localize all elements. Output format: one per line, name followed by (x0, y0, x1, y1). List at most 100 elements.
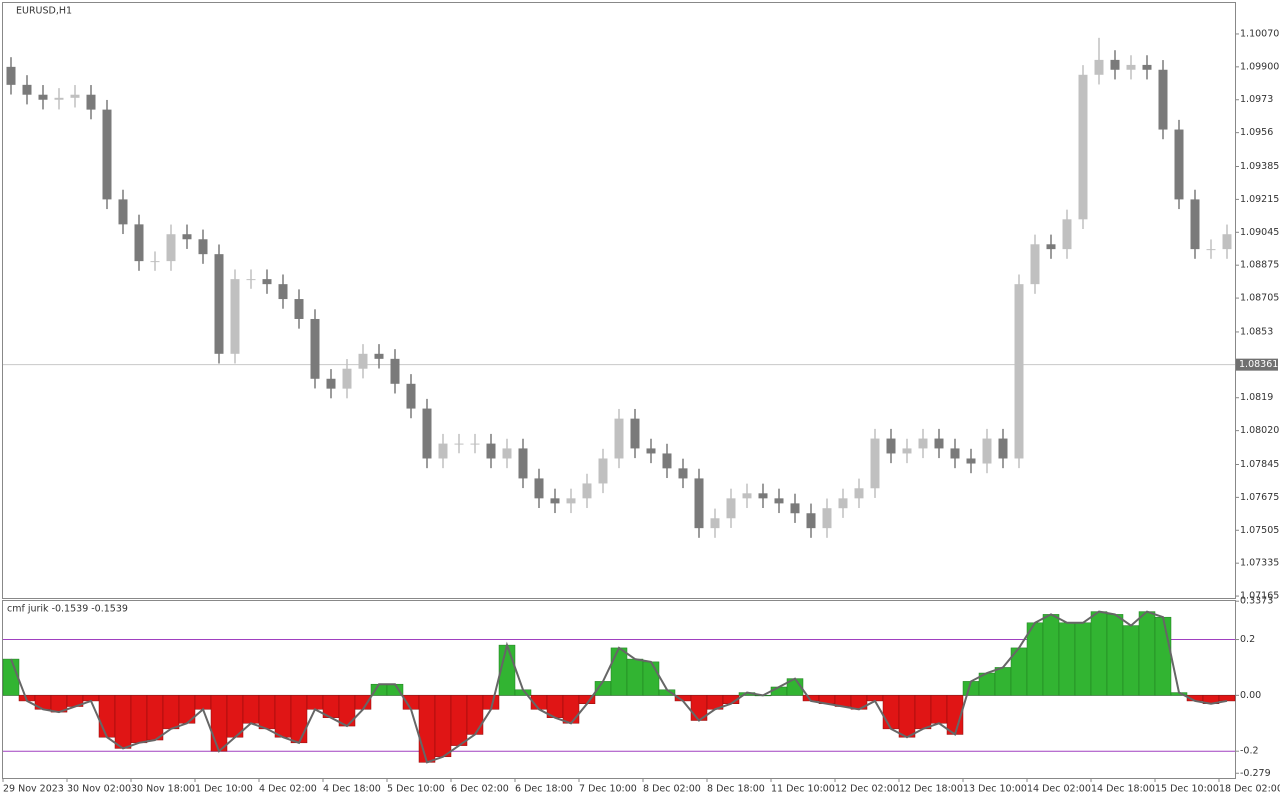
candle-body (598, 458, 608, 484)
candle-body (790, 503, 800, 514)
histogram-bar (146, 695, 164, 741)
histogram-bar (930, 695, 948, 724)
candle-body (998, 438, 1008, 459)
candle-body (70, 94, 80, 98)
y-tick-label: 1.07505 (1240, 525, 1279, 536)
candle-body (934, 438, 944, 449)
main-panel (2, 2, 1236, 599)
histogram-bar (994, 667, 1012, 696)
y-tick-label: 1.10070 (1240, 28, 1279, 39)
candle-body (1142, 64, 1152, 70)
candle-body (86, 94, 96, 110)
candle-body (182, 234, 192, 240)
candle-body (630, 418, 640, 449)
candle-body (726, 498, 736, 519)
histogram-bar (226, 695, 244, 738)
candle-body (422, 408, 432, 459)
y-tick-label: 0.3373 (1240, 596, 1273, 607)
candle-body (582, 483, 592, 499)
histogram-bar (1138, 611, 1156, 696)
histogram-bar (418, 695, 436, 763)
histogram-bar (1154, 616, 1172, 696)
candle-body (278, 284, 288, 300)
y-tick-label: 1.07165 (1240, 591, 1279, 602)
candle-body (870, 438, 880, 489)
candle-body (54, 97, 64, 100)
candle-body (854, 488, 864, 499)
candle-body (1046, 244, 1056, 250)
x-tick-label: 6 Dec 18:00 (515, 784, 573, 795)
x-tick-label: 5 Dec 10:00 (387, 784, 445, 795)
x-tick-label: 30 Nov 18:00 (131, 784, 195, 795)
x-tick-label: 18 Dec 02:00 (1219, 784, 1280, 795)
candle-body (566, 498, 576, 504)
x-tick-label: 7 Dec 10:00 (579, 784, 637, 795)
candle-body (118, 199, 128, 225)
y-tick-label: 1.07335 (1240, 558, 1279, 569)
x-tick-label: 4 Dec 02:00 (259, 784, 317, 795)
histogram-bar (642, 661, 660, 696)
histogram-bar (162, 695, 180, 730)
histogram-bar (610, 647, 628, 696)
indicator-line (10, 610, 1228, 764)
candle-body (710, 518, 720, 529)
x-tick-label: 6 Dec 02:00 (451, 784, 509, 795)
candle-body (326, 378, 336, 389)
y-tick-label: 1.09900 (1240, 61, 1279, 72)
histogram-bar (306, 695, 324, 710)
candle-body (6, 66, 16, 85)
histogram-bar (898, 695, 916, 738)
candle-body (1014, 284, 1024, 459)
histogram-bar (466, 695, 484, 735)
candle-body (534, 478, 544, 499)
x-tick-label: 14 Dec 18:00 (1091, 784, 1155, 795)
candle-body (1158, 69, 1168, 130)
x-tick-label: 30 Nov 02:00 (67, 784, 131, 795)
candle-body (294, 299, 304, 319)
y-tick-label: 1.08705 (1240, 293, 1279, 304)
y-tick-label: 1.08875 (1240, 260, 1279, 271)
candle-body (742, 493, 752, 499)
histogram-bar (450, 695, 468, 746)
candle-body (166, 234, 176, 262)
y-tick-label: 1.0956 (1240, 127, 1273, 138)
candle-body (230, 279, 240, 354)
histogram-bar (130, 695, 148, 744)
candle-body (502, 448, 512, 459)
candle-body (1094, 59, 1104, 75)
candle-body (374, 353, 384, 359)
indicator-panel (2, 600, 1236, 779)
candle-body (1030, 244, 1040, 285)
candle-body (646, 448, 656, 454)
x-tick-label: 29 Nov 2023 (3, 784, 64, 795)
candle-body (550, 498, 560, 504)
y-tick-label: -0.279 (1240, 768, 1271, 779)
candle-body (982, 438, 992, 464)
candle-body (966, 458, 976, 464)
histogram-bar (258, 695, 276, 730)
x-tick-label: 12 Dec 18:00 (899, 784, 963, 795)
y-tick-label: 0.2 (1240, 634, 1255, 645)
candle-body (1126, 64, 1136, 70)
x-tick-label: 12 Dec 02:00 (835, 784, 899, 795)
candle-body (262, 279, 272, 285)
histogram-bar (194, 695, 212, 710)
y-tick-label: 1.0853 (1240, 326, 1273, 337)
candle-body (1062, 219, 1072, 250)
y-tick-label: 1.09385 (1240, 161, 1279, 172)
candle-body (1078, 74, 1088, 220)
candle-body (38, 94, 48, 100)
candle-body (886, 438, 896, 454)
x-tick-label: 14 Dec 02:00 (1027, 784, 1091, 795)
candle-body (758, 493, 768, 499)
candle-body (246, 279, 256, 281)
candle-body (774, 498, 784, 504)
candle-body (806, 513, 816, 529)
histogram-bar (2, 658, 20, 696)
candle-body (102, 109, 112, 200)
candle-body (454, 443, 464, 445)
candle-body (950, 448, 960, 459)
candle-body (662, 453, 672, 469)
histogram-bar (1106, 614, 1124, 696)
